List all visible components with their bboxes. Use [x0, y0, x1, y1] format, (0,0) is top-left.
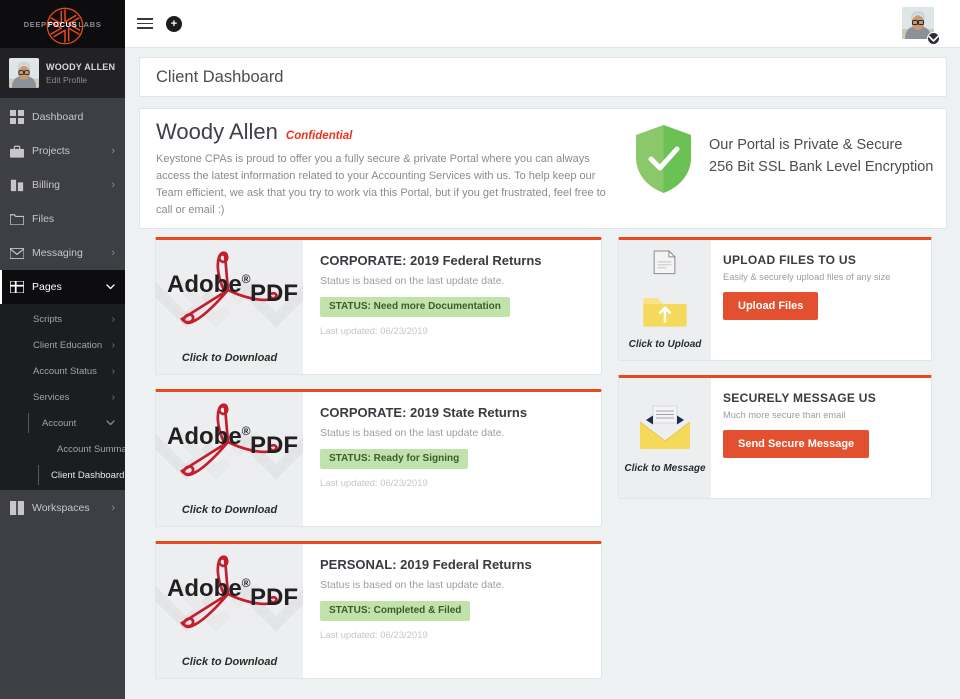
svg-text:Adobe®: Adobe® [167, 423, 251, 450]
svg-text:Adobe®: Adobe® [167, 575, 251, 602]
svg-text:Adobe®: Adobe® [167, 271, 251, 298]
svg-text:PDF: PDF [250, 584, 298, 611]
svg-text:PDF: PDF [250, 280, 298, 307]
svg-text:PDF: PDF [250, 432, 298, 459]
